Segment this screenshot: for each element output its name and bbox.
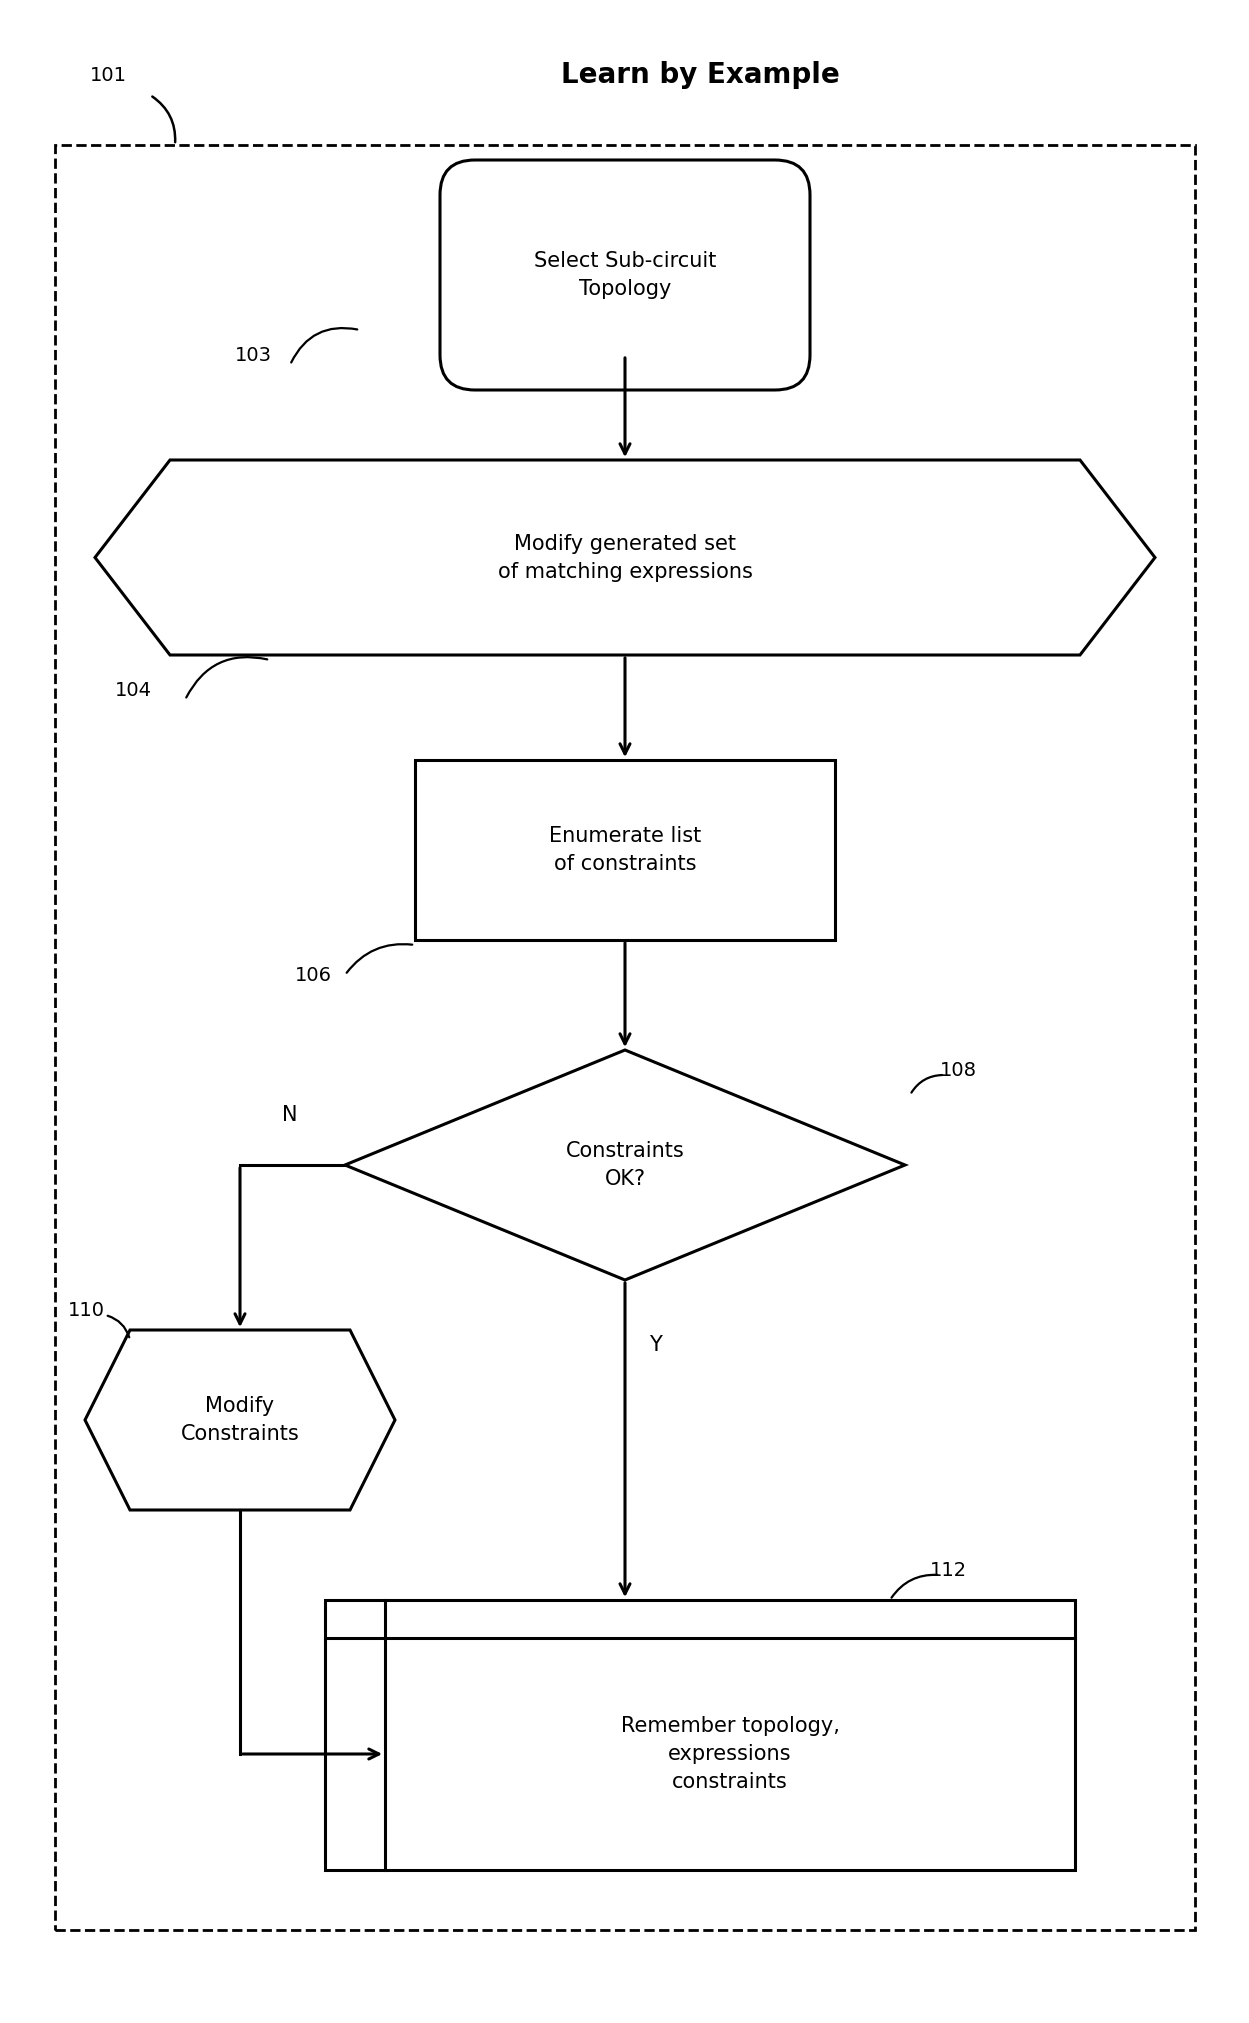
Polygon shape xyxy=(95,459,1155,655)
Polygon shape xyxy=(85,1329,395,1509)
Text: Learn by Example: Learn by Example xyxy=(561,61,839,89)
Text: N: N xyxy=(282,1105,297,1125)
Text: Modify
Constraints: Modify Constraints xyxy=(181,1396,300,1444)
Text: 108: 108 xyxy=(940,1060,977,1080)
FancyBboxPatch shape xyxy=(440,160,811,390)
Bar xyxy=(415,761,836,941)
Bar xyxy=(325,1600,1075,1869)
Text: Constraints
OK?: Constraints OK? xyxy=(566,1141,684,1190)
Text: Modify generated set
of matching expressions: Modify generated set of matching express… xyxy=(497,534,752,581)
Text: 101: 101 xyxy=(90,65,127,85)
Text: 106: 106 xyxy=(295,965,332,985)
Polygon shape xyxy=(345,1050,906,1281)
Text: 112: 112 xyxy=(931,1560,967,1580)
Bar xyxy=(55,146,1195,1930)
Text: Select Sub-circuit
Topology: Select Sub-circuit Topology xyxy=(533,251,716,299)
Text: Remember topology,
expressions
constraints: Remember topology, expressions constrain… xyxy=(621,1716,839,1792)
Text: 110: 110 xyxy=(67,1301,105,1319)
Text: 104: 104 xyxy=(115,680,152,700)
Text: Y: Y xyxy=(648,1335,662,1355)
Text: Enumerate list
of constraints: Enumerate list of constraints xyxy=(548,825,701,874)
Text: 103: 103 xyxy=(235,346,272,364)
